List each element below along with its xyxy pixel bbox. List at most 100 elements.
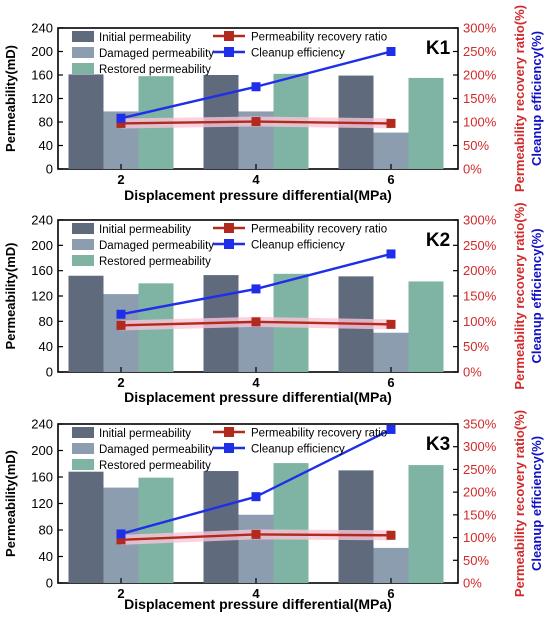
legend-label: Permeability recovery ratio	[251, 428, 387, 440]
legend-label: Permeability recovery ratio	[251, 32, 387, 44]
y2-tick-label: 50%	[463, 553, 489, 568]
legend-marker	[224, 239, 234, 249]
y-tick-label: 120	[31, 496, 53, 511]
y-axis-title: Permeability(mD)	[3, 450, 18, 557]
panel-label: K2	[426, 230, 450, 251]
y2-axis-title-cleanup: Cleanup efficiency(%)	[529, 436, 544, 571]
bar	[68, 275, 104, 372]
legend-swatch	[72, 459, 94, 470]
y-tick-label: 80	[39, 523, 53, 538]
legend-label: Cleanup efficiency	[251, 48, 345, 60]
y2-tick-label: 300%	[463, 21, 497, 36]
y2-tick-label: 50%	[463, 339, 489, 354]
bar	[68, 471, 104, 583]
bar	[203, 471, 239, 583]
bar	[103, 294, 139, 372]
legend-marker	[224, 47, 234, 57]
x-tick-label: 6	[387, 172, 394, 187]
line-point	[386, 424, 396, 434]
y2-tick-label: 100%	[463, 314, 497, 329]
bar	[373, 547, 409, 583]
line-point	[251, 284, 261, 294]
legend-swatch	[72, 47, 94, 58]
y-tick-label: 160	[31, 263, 53, 278]
y-tick-label: 240	[31, 213, 53, 228]
y-tick-label: 80	[39, 115, 53, 130]
legend-label: Initial permeability	[99, 32, 191, 44]
legend-label: Cleanup efficiency	[251, 240, 345, 252]
y2-tick-label: 200%	[463, 485, 497, 500]
y2-tick-label: 250%	[463, 462, 497, 477]
y2-axis-title-recovery: Permeability recovery ratio(%)	[512, 410, 527, 597]
legend-label: Initial permeability	[99, 224, 191, 236]
line-point	[386, 249, 396, 259]
y-tick-label: 0	[46, 576, 53, 591]
y2-axis-title-cleanup: Cleanup efficiency(%)	[529, 228, 544, 363]
line-point	[386, 118, 396, 128]
y2-tick-label: 300%	[463, 439, 497, 454]
y2-tick-label: 150%	[463, 507, 497, 522]
x-tick-label: 2	[117, 172, 124, 187]
y-tick-label: 200	[31, 443, 53, 458]
x-axis-title: Displacement pressure differential(MPa)	[124, 187, 392, 203]
y2-tick-label: 200%	[463, 68, 497, 83]
bar	[408, 281, 444, 372]
y-axis-title: Permeability(mD)	[3, 243, 18, 350]
y2-tick-label: 0%	[463, 365, 482, 380]
y-tick-label: 80	[39, 314, 53, 329]
legend-label: Restored permeability	[99, 460, 211, 472]
legend-swatch	[72, 31, 94, 42]
legend-marker	[224, 427, 234, 437]
y-tick-label: 200	[31, 238, 53, 253]
line-point	[386, 530, 396, 540]
y-tick-label: 240	[31, 417, 53, 432]
line-point	[116, 529, 126, 539]
line-point	[251, 492, 261, 502]
line-point	[251, 117, 261, 127]
line-point	[251, 317, 261, 327]
bar	[373, 332, 409, 372]
y-tick-label: 40	[39, 339, 53, 354]
legend-swatch	[72, 223, 94, 234]
legend-swatch	[72, 255, 94, 266]
bar	[273, 463, 309, 583]
bar	[138, 477, 174, 583]
legend-label: Damaged permeability	[99, 48, 214, 60]
legend-swatch	[72, 63, 94, 74]
y-tick-label: 0	[46, 365, 53, 380]
x-tick-label: 4	[252, 586, 260, 601]
legend-marker	[224, 443, 234, 453]
legend-swatch	[72, 239, 94, 250]
legend-label: Initial permeability	[99, 428, 191, 440]
line-point	[116, 320, 126, 330]
line-point	[386, 47, 396, 56]
y2-axis-title-recovery: Permeability recovery ratio(%)	[512, 5, 527, 192]
y2-axis-title-cleanup: Cleanup efficiency(%)	[529, 31, 544, 166]
y-tick-label: 120	[31, 289, 53, 304]
chart-panel-k2: 0 40 80 120 160 200 240 0% 50% 100% 150% 200% 250% 30…	[3, 202, 544, 405]
panel-label: K3	[426, 434, 450, 455]
x-tick-label: 4	[252, 375, 260, 390]
x-tick-label: 6	[387, 375, 394, 390]
y2-tick-label: 0%	[463, 162, 482, 177]
y-tick-label: 120	[31, 91, 53, 106]
x-axis-title: Displacement pressure differential(MPa)	[124, 389, 392, 405]
legend-swatch	[72, 427, 94, 438]
legend-label: Damaged permeability	[99, 444, 214, 456]
bar	[338, 470, 374, 583]
y-tick-label: 160	[31, 470, 53, 485]
line-point	[116, 118, 126, 128]
y2-tick-label: 100%	[463, 115, 497, 130]
y-tick-label: 40	[39, 549, 53, 564]
x-tick-label: 6	[387, 586, 394, 601]
line-point	[251, 82, 261, 92]
legend-label: Restored permeability	[99, 64, 211, 76]
legend-marker	[224, 31, 234, 41]
bar	[238, 322, 274, 372]
bar	[373, 132, 409, 169]
x-axis-title: Displacement pressure differential(MPa)	[124, 596, 392, 612]
y2-tick-label: 300%	[463, 213, 497, 228]
y-tick-label: 0	[46, 162, 53, 177]
line-point	[116, 535, 126, 545]
y2-tick-label: 50%	[463, 138, 489, 153]
